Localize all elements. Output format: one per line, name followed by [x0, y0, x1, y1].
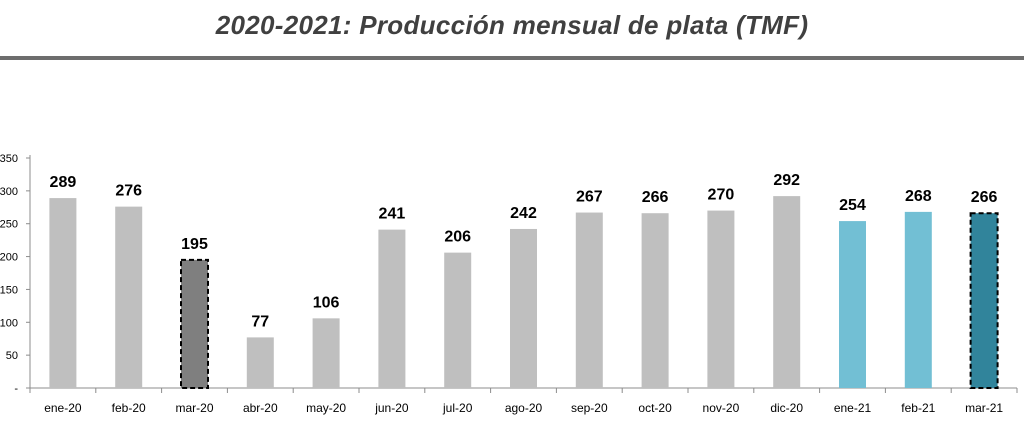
x-tick-label: sep-20 — [571, 401, 608, 415]
x-tick-label: may-20 — [306, 401, 346, 415]
bar-ene-21 — [839, 221, 866, 388]
bar-jun-20 — [378, 229, 406, 388]
data-label: 241 — [379, 206, 406, 223]
data-label: 195 — [181, 236, 208, 253]
x-tick-label: oct-20 — [638, 401, 672, 415]
bar-mar-20 — [180, 258, 209, 389]
y-tick-label: 200 — [0, 252, 18, 264]
data-label: 266 — [642, 189, 669, 206]
data-label: 267 — [576, 189, 603, 206]
bar-feb-21 — [904, 211, 932, 388]
chart-title: 2020-2021: Producción mensual de plata (… — [215, 10, 809, 40]
x-tick-label: mar-21 — [965, 401, 1003, 415]
bar-sep-20 — [575, 212, 603, 388]
y-tick-label: 350 — [0, 153, 18, 165]
x-tick-label: mar-20 — [175, 401, 213, 415]
y-tick-label: 100 — [0, 317, 18, 329]
bar-abr-20 — [246, 337, 274, 388]
x-tick-label: nov-20 — [703, 401, 740, 415]
x-tick-label: ago-20 — [505, 401, 543, 415]
x-tick-label: ene-21 — [834, 401, 872, 415]
bar-jul-20 — [444, 252, 472, 388]
data-label: 268 — [905, 188, 932, 205]
y-tick-label: - — [14, 383, 18, 395]
data-label: 292 — [773, 172, 800, 189]
data-label: 289 — [50, 174, 77, 191]
data-label: 270 — [708, 187, 735, 204]
bar-oct-20 — [641, 213, 669, 388]
data-label: 106 — [313, 294, 340, 311]
title-divider — [0, 56, 1024, 60]
bar-may-20 — [312, 318, 340, 388]
bar-feb-20 — [115, 206, 143, 388]
x-tick-label: jul-20 — [442, 401, 473, 415]
x-tick-label: jun-20 — [374, 401, 409, 415]
x-tick-label: ene-20 — [44, 401, 82, 415]
x-tick-label: feb-21 — [901, 401, 935, 415]
data-label: 276 — [115, 183, 142, 200]
x-tick-label: feb-20 — [112, 401, 146, 415]
data-label: 206 — [444, 229, 471, 246]
data-label: 242 — [510, 205, 537, 222]
bar-nov-20 — [707, 210, 735, 388]
bar-mar-21 — [969, 212, 999, 389]
x-tick-label: dic-20 — [770, 401, 803, 415]
bar-ago-20 — [510, 228, 537, 388]
y-tick-label: 300 — [0, 186, 18, 198]
bar-dic-20 — [773, 196, 801, 388]
data-label: 254 — [839, 197, 866, 214]
data-label: 77 — [251, 313, 269, 330]
bar-ene-20 — [49, 198, 77, 388]
y-tick-label: 50 — [6, 350, 18, 362]
x-tick-label: abr-20 — [243, 401, 278, 415]
y-tick-label: 150 — [0, 284, 18, 296]
data-label: 266 — [971, 189, 998, 206]
y-tick-label: 250 — [0, 219, 18, 231]
